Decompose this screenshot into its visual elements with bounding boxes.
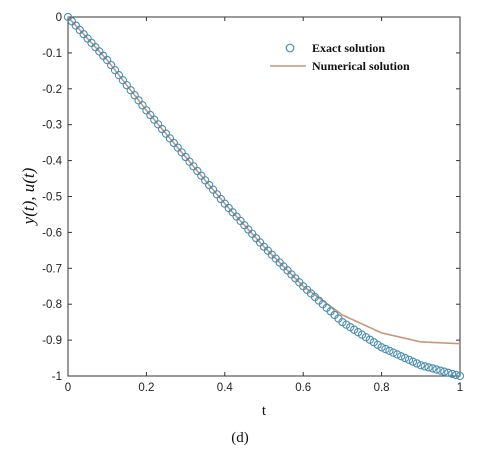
plot-area <box>67 16 461 377</box>
series-marker-exact <box>393 350 402 359</box>
y-tick-label: -0.7 <box>42 263 62 275</box>
y-tick-label: 0 <box>56 12 62 24</box>
series-marker-exact <box>416 361 425 370</box>
legend-marker-exact <box>285 43 295 53</box>
y-tick-label: -0.6 <box>42 227 62 239</box>
x-axis-label: t <box>262 403 267 419</box>
series-marker-exact <box>138 101 147 110</box>
series-marker-exact <box>122 81 131 90</box>
series-marker-exact <box>440 367 449 376</box>
y-tick-label: -0.5 <box>42 192 62 204</box>
series-marker-exact <box>400 353 410 363</box>
series-marker-exact <box>455 371 465 381</box>
y-tick-label: -1 <box>52 371 62 383</box>
series-marker-exact <box>106 60 116 70</box>
series-marker-exact <box>432 365 441 374</box>
legend-label-exact: Exact solution <box>312 41 385 55</box>
series-marker-exact <box>114 71 124 80</box>
series-marker-exact <box>381 344 390 354</box>
y-tick-label: -0.3 <box>42 120 62 132</box>
x-tick-label: 0 <box>65 382 71 394</box>
series-marker-exact <box>408 357 418 366</box>
series-layer <box>63 12 465 381</box>
x-tick-label: 0.4 <box>217 382 234 394</box>
y-tick-label: -0.1 <box>42 48 62 60</box>
tick-labels: 0 0.2 0.4 0.6 0.8 1 0 -0.1 -0.2 -0.3 -0.4 -0.5 -0.6 -… <box>42 12 463 394</box>
chart: 0 0.2 0.4 0.6 0.8 1 0 -0.1 -0.2 -0.3 -0.4 -0.5 -0.6 -… <box>19 12 465 419</box>
x-tick-label: 0.8 <box>374 382 390 394</box>
series-marker-exact <box>448 369 457 378</box>
series-marker-exact <box>444 368 453 377</box>
x-tick-label: 0.6 <box>295 382 311 394</box>
series-marker-exact <box>385 346 394 356</box>
x-tick-label: 1 <box>457 382 463 394</box>
y-tick-label: -0.9 <box>42 335 62 347</box>
series-line-numerical <box>67 16 461 345</box>
series-marker-exact <box>134 96 143 105</box>
series-marker-exact <box>377 343 386 352</box>
legend: Exact solution Numerical solution <box>270 41 410 73</box>
figure-caption: (d) <box>231 430 249 446</box>
series-marker-exact <box>424 363 433 372</box>
series-marker-exact <box>420 362 429 371</box>
series-marker-exact <box>103 55 112 65</box>
y-tick-label: -0.4 <box>42 156 62 168</box>
series-marker-exact <box>397 352 406 361</box>
y-tick-label: -0.8 <box>42 299 62 311</box>
series-marker-exact <box>451 370 461 380</box>
series-marker-exact <box>126 86 135 95</box>
legend-label-numerical: Numerical solution <box>312 59 410 73</box>
axis-ticks <box>67 16 461 377</box>
series-marker-exact <box>110 65 120 75</box>
series-marker-exact <box>404 355 414 364</box>
y-axis-label: y(t), u(t) <box>19 167 38 226</box>
x-tick-label: 0.2 <box>138 382 154 394</box>
y-tick-label: -0.2 <box>42 84 62 96</box>
series-marker-exact <box>412 359 422 368</box>
series-marker-exact <box>118 76 128 85</box>
series-marker-exact <box>436 366 445 375</box>
series-marker-exact <box>130 91 139 100</box>
series-marker-exact <box>389 348 398 357</box>
series-marker-exact <box>428 364 437 373</box>
